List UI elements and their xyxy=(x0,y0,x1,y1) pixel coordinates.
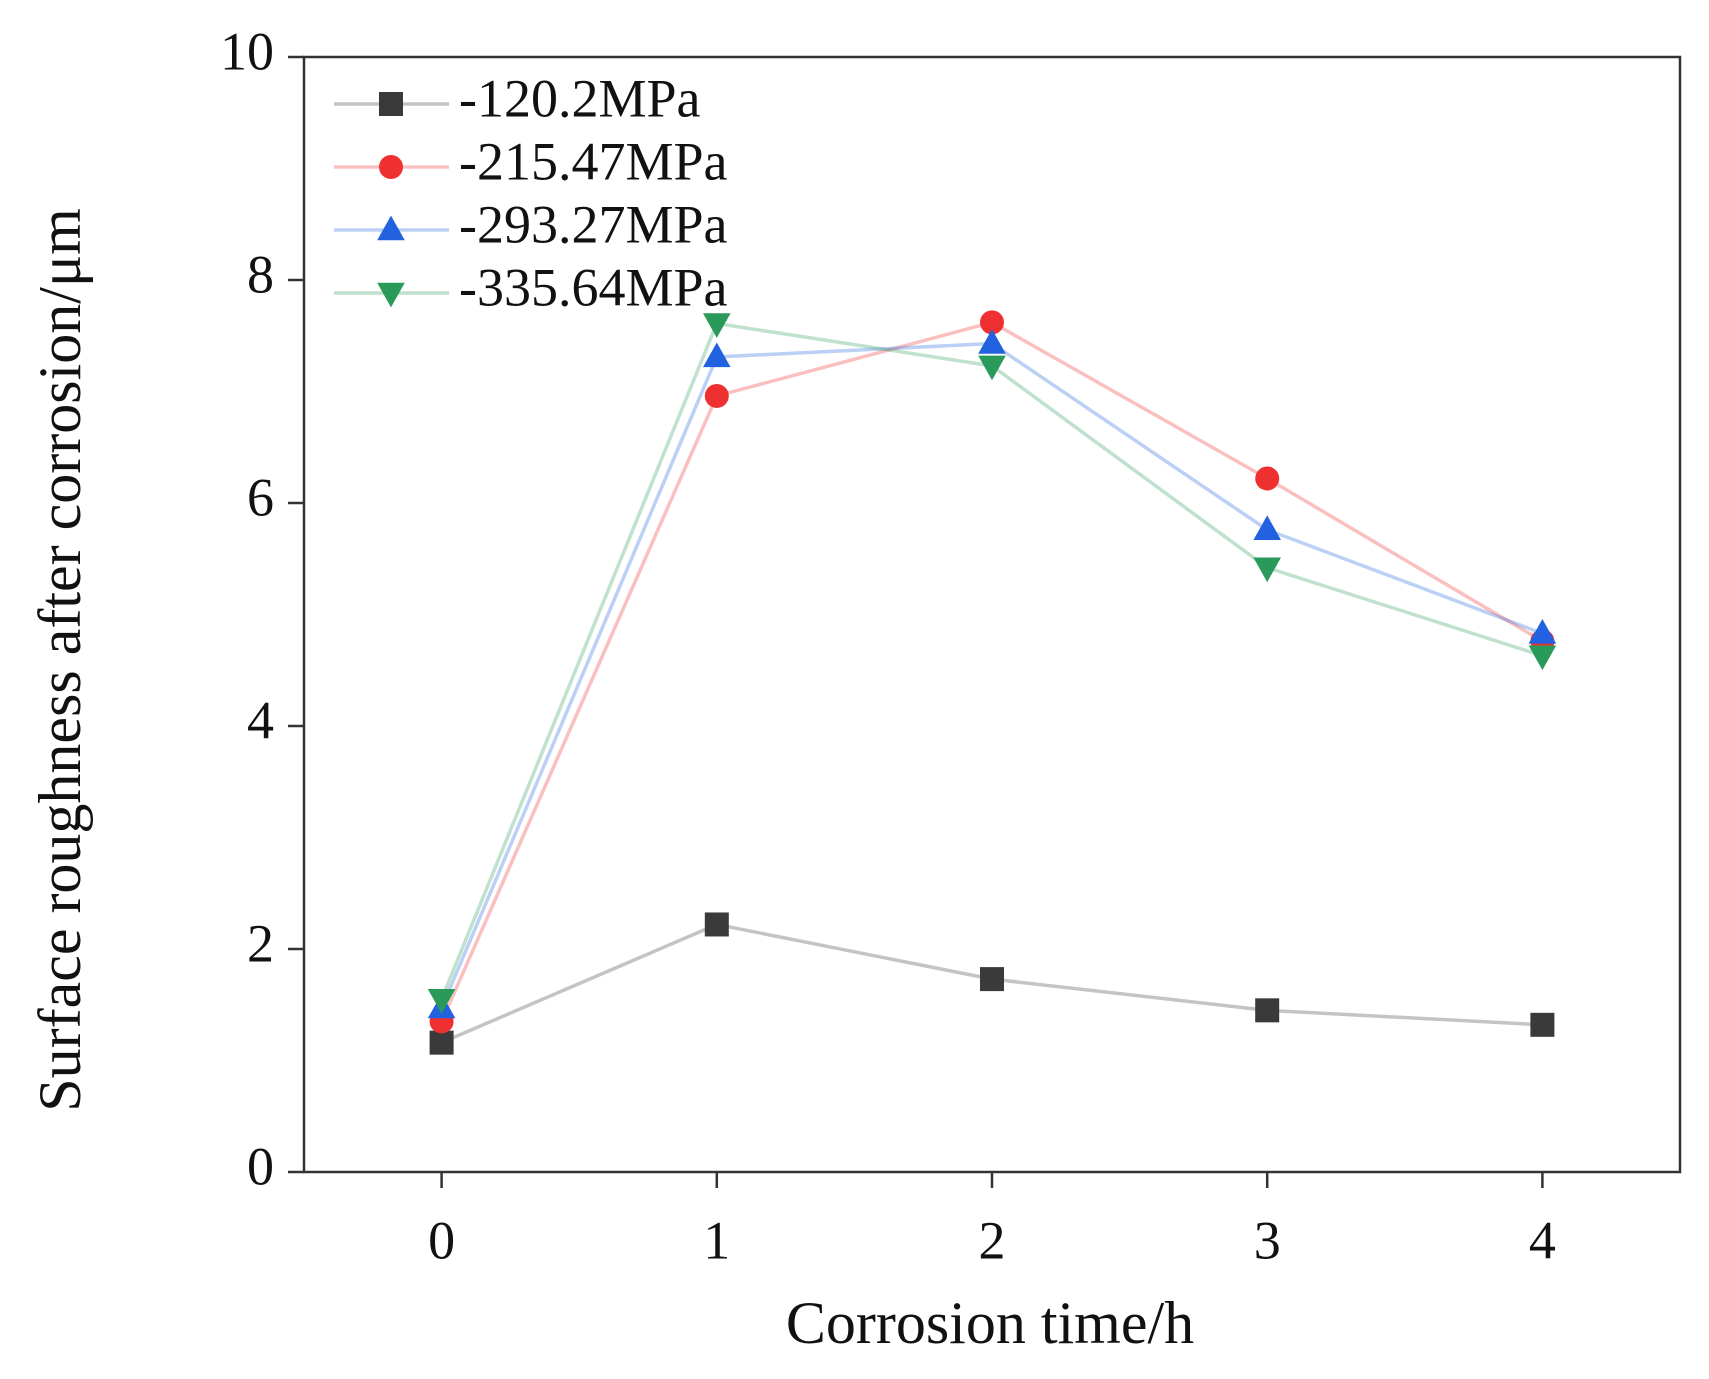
x-tick-label: 0 xyxy=(428,1210,455,1270)
legend-label: -120.2MPa xyxy=(459,68,701,128)
series-line xyxy=(439,320,1544,1023)
marker xyxy=(427,988,456,1014)
legend-label: -335.64MPa xyxy=(459,257,728,317)
marker xyxy=(1255,998,1280,1023)
x-tick-label: 4 xyxy=(1529,1210,1556,1270)
series-line xyxy=(439,341,1544,1009)
legend-marker xyxy=(377,215,405,241)
series-line xyxy=(439,321,1543,1000)
legend-marker xyxy=(379,92,403,116)
marker xyxy=(978,329,1006,354)
marker xyxy=(703,313,731,338)
y-tick-label: 2 xyxy=(247,913,274,973)
marker xyxy=(1530,1012,1555,1037)
marker xyxy=(978,355,1006,381)
y-tick-label: 10 xyxy=(220,21,274,81)
legend-label: -293.27MPa xyxy=(459,194,728,254)
marker xyxy=(980,310,1004,335)
marker xyxy=(1528,619,1557,644)
y-tick-label: 0 xyxy=(247,1136,274,1196)
marker xyxy=(1528,645,1557,671)
legend-marker xyxy=(379,155,403,179)
x-tick-label: 1 xyxy=(703,1210,730,1270)
marker xyxy=(429,1030,454,1055)
marker xyxy=(1253,557,1281,583)
x-tick-label: 3 xyxy=(1254,1210,1281,1270)
y-axis-title: Surface roughness after corrosion/μm xyxy=(27,208,93,1112)
legend-label: -215.47MPa xyxy=(459,131,728,191)
marker xyxy=(703,342,731,368)
marker xyxy=(704,383,729,408)
x-axis-title: Corrosion time/h xyxy=(786,1290,1194,1356)
marker xyxy=(704,912,729,937)
marker xyxy=(1255,466,1280,491)
x-tick-label: 2 xyxy=(979,1210,1006,1270)
legend-marker xyxy=(377,282,405,308)
y-tick-label: 8 xyxy=(247,244,274,304)
y-tick-label: 6 xyxy=(247,467,274,527)
marker xyxy=(1253,515,1281,540)
y-tick-label: 4 xyxy=(247,690,274,750)
marker xyxy=(980,967,1004,992)
